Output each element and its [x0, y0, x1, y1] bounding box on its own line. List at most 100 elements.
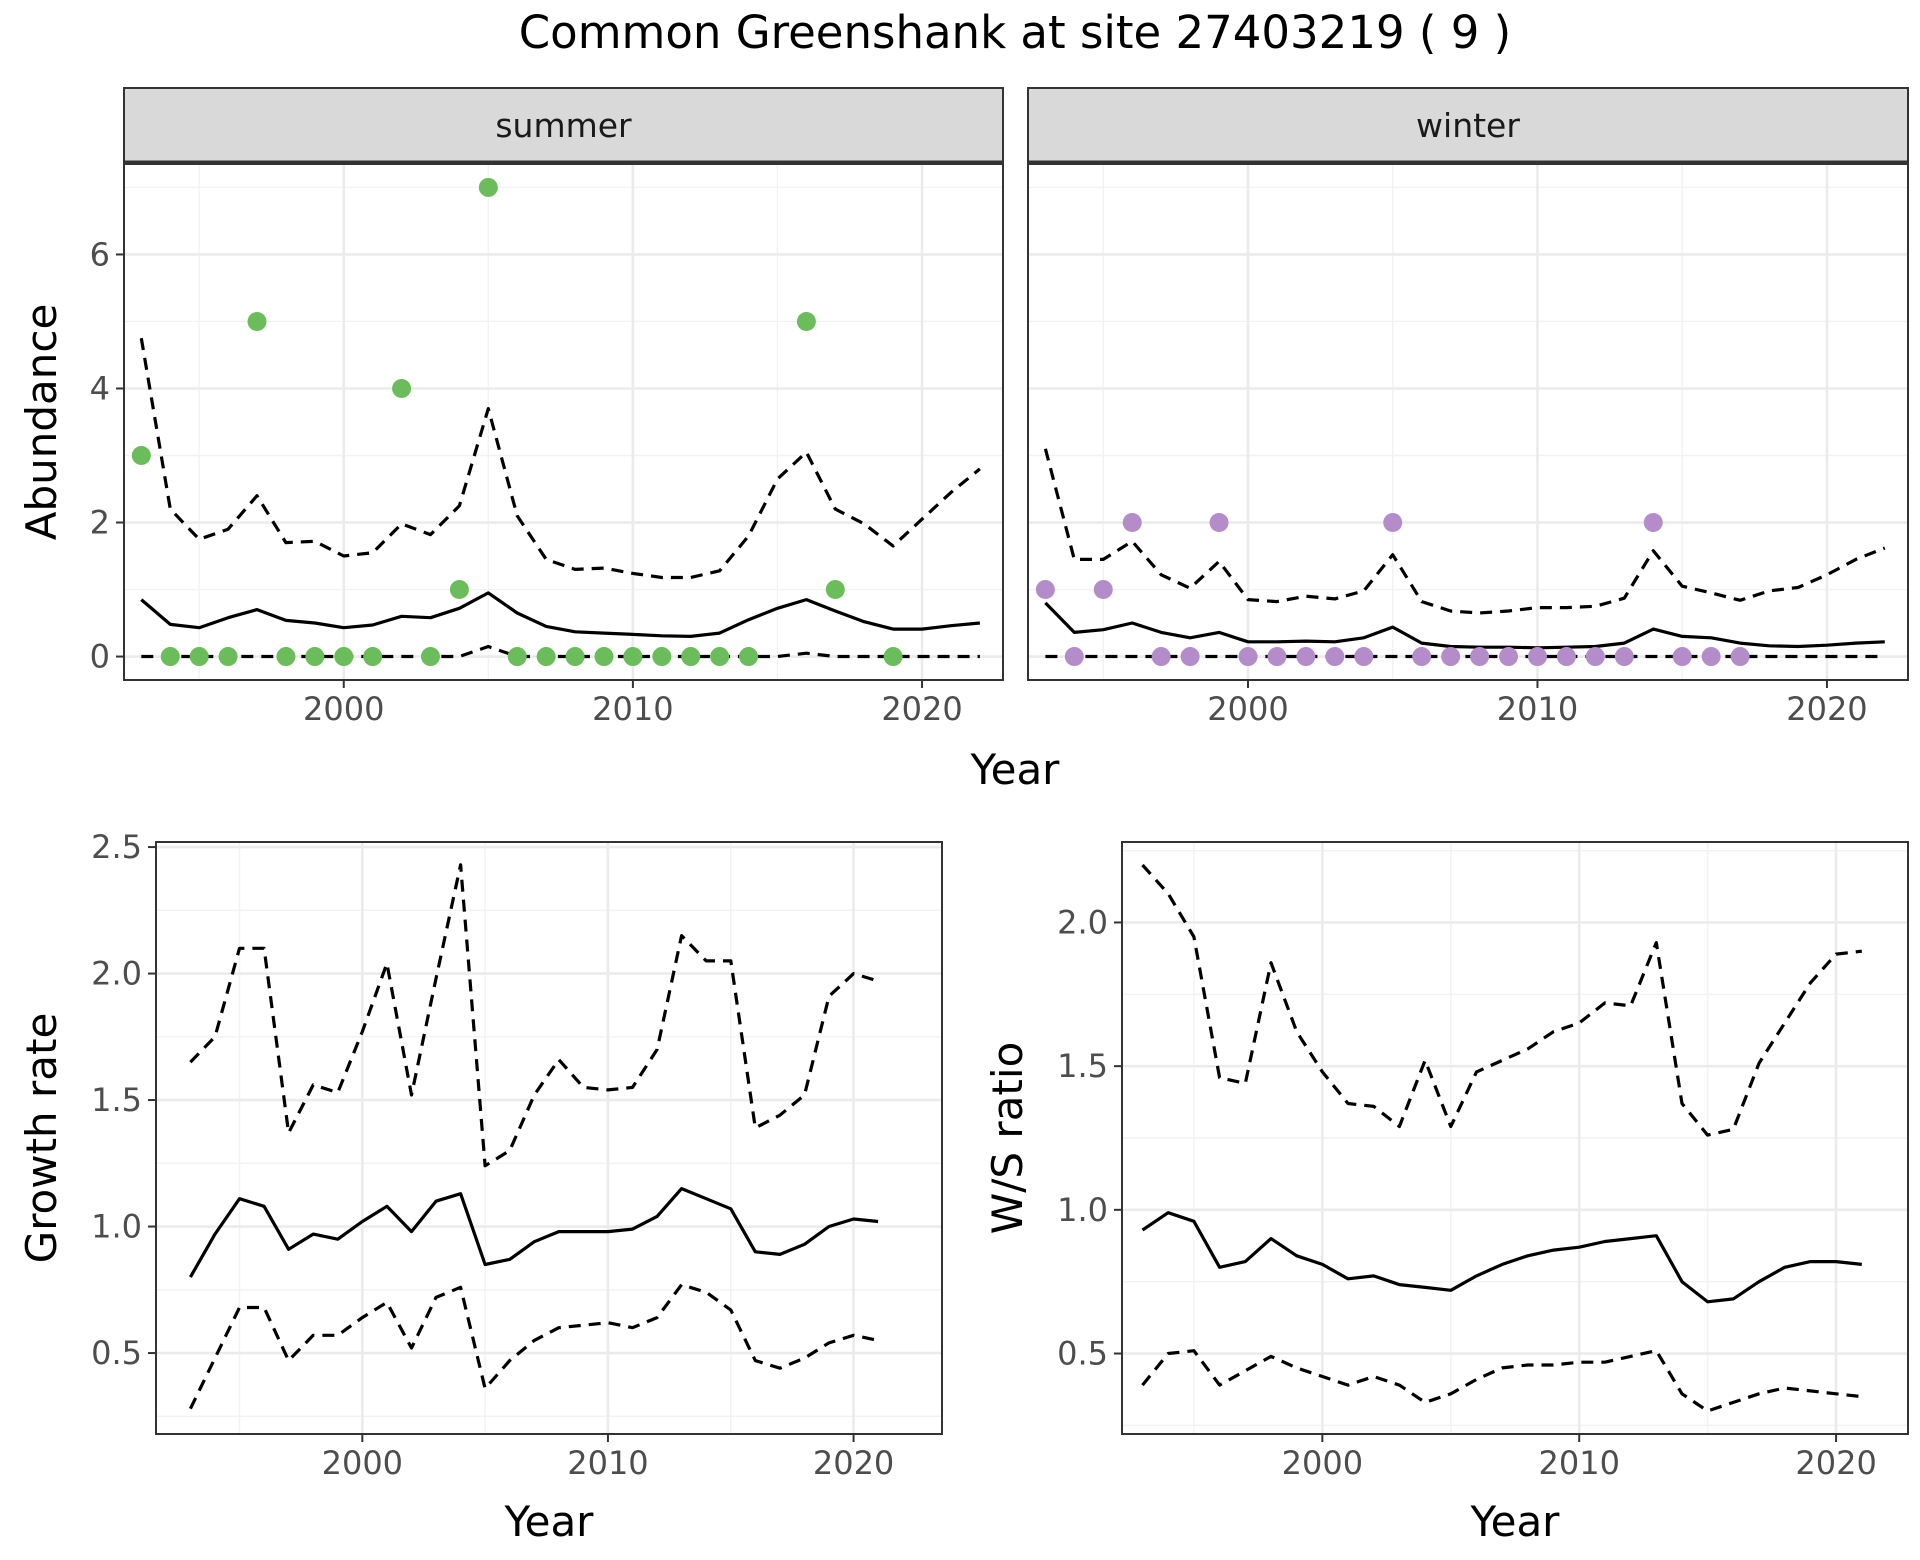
data-point — [247, 311, 267, 331]
x-tick-label: 2020 — [813, 1444, 894, 1482]
data-point — [1499, 647, 1519, 667]
data-point — [1643, 513, 1663, 533]
data-point — [1556, 647, 1576, 667]
y-tick-label: 0.5 — [91, 1334, 142, 1372]
data-point — [1354, 647, 1374, 667]
facet-strip-label: summer — [495, 106, 632, 145]
data-point — [1730, 647, 1750, 667]
data-point — [305, 647, 325, 667]
data-point — [1296, 647, 1316, 667]
data-point — [507, 647, 527, 667]
data-point — [449, 580, 469, 600]
growth-x-axis-title: Year — [504, 1497, 595, 1546]
mean-fit-line — [140, 591, 981, 639]
data-point — [1093, 580, 1113, 600]
y-tick-label: 2.0 — [1057, 903, 1108, 941]
figure-title: Common Greenshank at site 27403219 ( 9 ) — [519, 6, 1511, 59]
panel-border — [1121, 841, 1909, 1435]
data-point — [1672, 647, 1692, 667]
data-point — [363, 647, 383, 667]
mean-fit-line — [1044, 601, 1885, 650]
mean-line — [1141, 1211, 1862, 1304]
growth-rate-panel: 2000 2010 2020 0.5 1.0 1.5 2.0 2.5 — [91, 828, 943, 1482]
data-point — [1064, 647, 1084, 667]
y-tick-label: 0 — [90, 638, 110, 676]
data-point — [1470, 647, 1490, 667]
x-tick-label: 2010 — [1538, 1444, 1619, 1482]
y-tick-label: 2.5 — [91, 828, 142, 866]
data-point — [160, 647, 180, 667]
upper-ci-line — [139, 337, 981, 580]
data-point — [739, 647, 759, 667]
x-tick-label: 2010 — [567, 1444, 648, 1482]
data-point — [1267, 647, 1287, 667]
data-point — [681, 647, 701, 667]
data-point — [1325, 647, 1345, 667]
data-point — [1585, 647, 1605, 667]
data-point — [131, 446, 151, 466]
data-point — [478, 177, 498, 197]
ws-x-axis-title: Year — [1470, 1497, 1561, 1546]
x-tick-label: 2000 — [1207, 690, 1288, 728]
facet-strip-bg — [123, 87, 1004, 163]
x-tick-label: 2010 — [1497, 690, 1578, 728]
x-tick-label: 2020 — [881, 690, 962, 728]
ws-y-axis-title: W/S ratio — [983, 1042, 1032, 1235]
data-point — [623, 647, 643, 667]
data-point — [334, 647, 354, 667]
upper-ci-line — [189, 863, 879, 1168]
data-point — [1614, 647, 1634, 667]
data-point — [825, 580, 845, 600]
data-point — [189, 647, 209, 667]
facet-strip-summer: summer — [123, 87, 1004, 164]
x-tick-label: 2000 — [322, 1444, 403, 1482]
data-point — [1412, 647, 1432, 667]
abundance-x-axis-title: Year — [970, 745, 1061, 794]
facet-strip-label: winter — [1416, 106, 1520, 145]
data-point — [1209, 513, 1229, 533]
lower-ci-line — [141, 644, 980, 659]
ws-ratio-panel: 2000 2010 2020 0.5 1.0 1.5 2.0 — [1057, 841, 1909, 1482]
data-point — [1527, 647, 1547, 667]
mean-line — [189, 1186, 879, 1278]
upper-ci-line — [1141, 863, 1862, 1137]
y-tick-label: 0.5 — [1057, 1335, 1108, 1373]
data-point — [1441, 647, 1461, 667]
y-tick-label: 1.0 — [1057, 1191, 1108, 1229]
y-tick-label: 1.0 — [91, 1208, 142, 1246]
lower-ci-line — [1141, 1349, 1862, 1413]
data-point — [1035, 580, 1055, 600]
y-tick-label: 2.0 — [91, 955, 142, 993]
data-point — [594, 647, 614, 667]
upper-ci-line — [1043, 448, 1886, 615]
data-point — [652, 647, 672, 667]
data-point — [392, 378, 412, 398]
data-point — [710, 647, 730, 667]
data-point — [1151, 647, 1171, 667]
data-point — [1383, 513, 1403, 533]
data-point — [1180, 647, 1200, 667]
abundance-y-axis-title: Abundance — [17, 304, 66, 541]
y-tick-label: 4 — [90, 369, 110, 407]
x-tick-label: 2010 — [592, 690, 673, 728]
data-point — [1122, 513, 1142, 533]
data-point — [218, 647, 238, 667]
abundance-panel-winter: 2000 2010 2020 — [1027, 163, 1909, 728]
x-tick-label: 2020 — [1786, 690, 1867, 728]
panel-border — [123, 163, 1004, 681]
panel-border — [155, 841, 943, 1435]
y-tick-label: 1.5 — [1057, 1047, 1108, 1085]
data-point — [1238, 647, 1258, 667]
lower-ci-line — [188, 1283, 879, 1410]
y-tick-label: 6 — [90, 235, 110, 273]
y-tick-label: 2 — [90, 504, 110, 542]
x-tick-label: 2000 — [303, 690, 384, 728]
data-point — [276, 647, 296, 667]
facet-strip-winter: winter — [1027, 87, 1909, 164]
data-point — [883, 647, 903, 667]
panel-border — [1027, 163, 1909, 681]
x-tick-label: 2000 — [1282, 1444, 1363, 1482]
x-tick-label: 2020 — [1795, 1444, 1876, 1482]
